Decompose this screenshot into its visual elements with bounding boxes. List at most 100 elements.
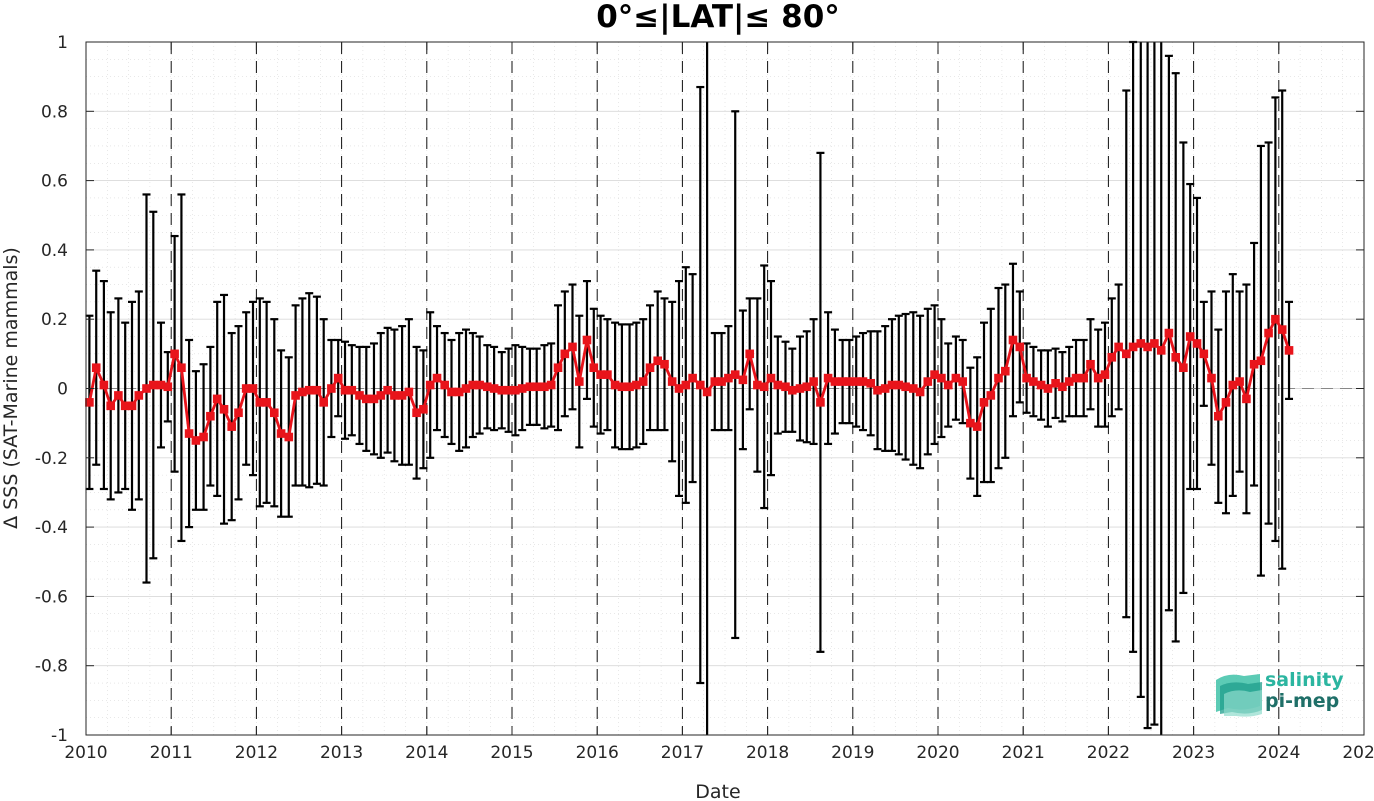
logo-line1: salinity	[1265, 669, 1344, 691]
data-point	[376, 391, 386, 400]
data-point	[262, 398, 271, 407]
data-point	[532, 382, 542, 392]
data-point	[440, 380, 449, 390]
data-point	[589, 363, 599, 373]
data-point	[319, 398, 329, 407]
data-point	[994, 373, 1003, 383]
data-point	[1221, 398, 1231, 407]
data-point	[1156, 346, 1166, 355]
data-point	[809, 377, 818, 386]
data-point	[404, 387, 414, 397]
data-point	[1058, 382, 1067, 392]
data-point	[114, 391, 123, 400]
data-point	[170, 349, 179, 359]
x-tick-label: 2023	[1172, 743, 1215, 763]
data-point	[830, 377, 840, 386]
data-point	[1271, 314, 1280, 324]
data-point	[660, 359, 669, 369]
data-point	[603, 370, 612, 379]
data-point	[1029, 377, 1038, 386]
data-point	[695, 380, 705, 390]
data-point	[419, 404, 428, 414]
data-point	[127, 401, 137, 411]
data-point	[553, 363, 563, 373]
y-tick-label: 0.6	[41, 172, 68, 192]
data-point	[1079, 373, 1088, 383]
data-point	[759, 382, 769, 392]
data-point	[1242, 394, 1251, 404]
data-point	[816, 398, 825, 407]
data-point	[234, 408, 243, 418]
x-tick-label: 2020	[916, 743, 959, 763]
data-point	[1121, 349, 1131, 359]
data-point	[582, 335, 592, 345]
data-point	[645, 363, 655, 373]
x-tick-label: 2017	[661, 743, 704, 763]
data-point	[199, 432, 208, 442]
data-point	[546, 380, 556, 390]
data-point	[206, 411, 215, 421]
data-point	[425, 380, 435, 390]
x-tick-label: 2015	[490, 743, 533, 763]
data-point	[517, 384, 527, 393]
logo-waves-icon	[1216, 674, 1262, 717]
data-point	[1150, 339, 1159, 348]
y-tick-label: 0.4	[41, 241, 68, 261]
data-point	[276, 429, 286, 438]
data-point	[227, 422, 236, 431]
x-tick-label: 2013	[320, 743, 363, 763]
data-point	[1008, 335, 1018, 345]
data-point	[617, 382, 627, 392]
x-tick-label: 2018	[746, 743, 789, 763]
data-series	[85, 314, 1294, 445]
data-point	[1214, 411, 1223, 421]
y-tick-label: -0.8	[35, 657, 68, 677]
data-point	[1164, 328, 1174, 338]
data-point	[1114, 342, 1123, 352]
logo-line2: pi-mep	[1265, 690, 1339, 712]
data-point	[447, 387, 456, 397]
data-point	[575, 377, 584, 386]
y-tick-label: 1	[57, 33, 68, 53]
grid	[85, 41, 1365, 736]
x-tick-label: 2024	[1257, 743, 1300, 763]
data-point	[745, 349, 755, 359]
data-point	[248, 384, 258, 393]
data-point	[866, 379, 875, 388]
data-point	[923, 377, 933, 386]
data-point	[489, 384, 499, 393]
data-point	[901, 382, 910, 392]
y-tick-label: 0	[57, 380, 68, 400]
x-tick-label: 2019	[831, 743, 874, 763]
data-point	[269, 408, 279, 418]
data-point	[979, 398, 989, 407]
data-point	[1100, 370, 1110, 379]
y-tick-label: -0.6	[35, 587, 68, 607]
y-axis-label: Δ SSS (SAT-Marine mammals)	[0, 247, 22, 529]
data-point	[1043, 384, 1053, 393]
data-point	[191, 436, 201, 445]
chart-title: 0°≤|LAT|≤ 80°	[596, 0, 840, 35]
data-point	[1277, 325, 1287, 334]
x-tick-label: 2022	[1087, 743, 1130, 763]
data-point	[327, 384, 336, 393]
data-point	[1015, 342, 1025, 352]
data-point	[858, 377, 868, 386]
data-point	[85, 398, 94, 407]
data-point	[943, 380, 953, 390]
y-tick-label: -0.4	[35, 518, 68, 538]
error-bar	[1150, 42, 1159, 726]
data-point	[702, 387, 712, 397]
data-point	[568, 342, 577, 352]
error-bar	[1143, 42, 1152, 730]
data-point	[638, 377, 648, 386]
y-tick-label: -1	[51, 726, 68, 746]
data-point	[91, 363, 101, 373]
y-tick-label: 0.2	[41, 310, 68, 330]
data-point	[1284, 346, 1294, 355]
data-point	[1071, 373, 1081, 383]
data-point	[1199, 349, 1209, 359]
data-point	[788, 385, 797, 395]
data-point	[681, 380, 691, 390]
